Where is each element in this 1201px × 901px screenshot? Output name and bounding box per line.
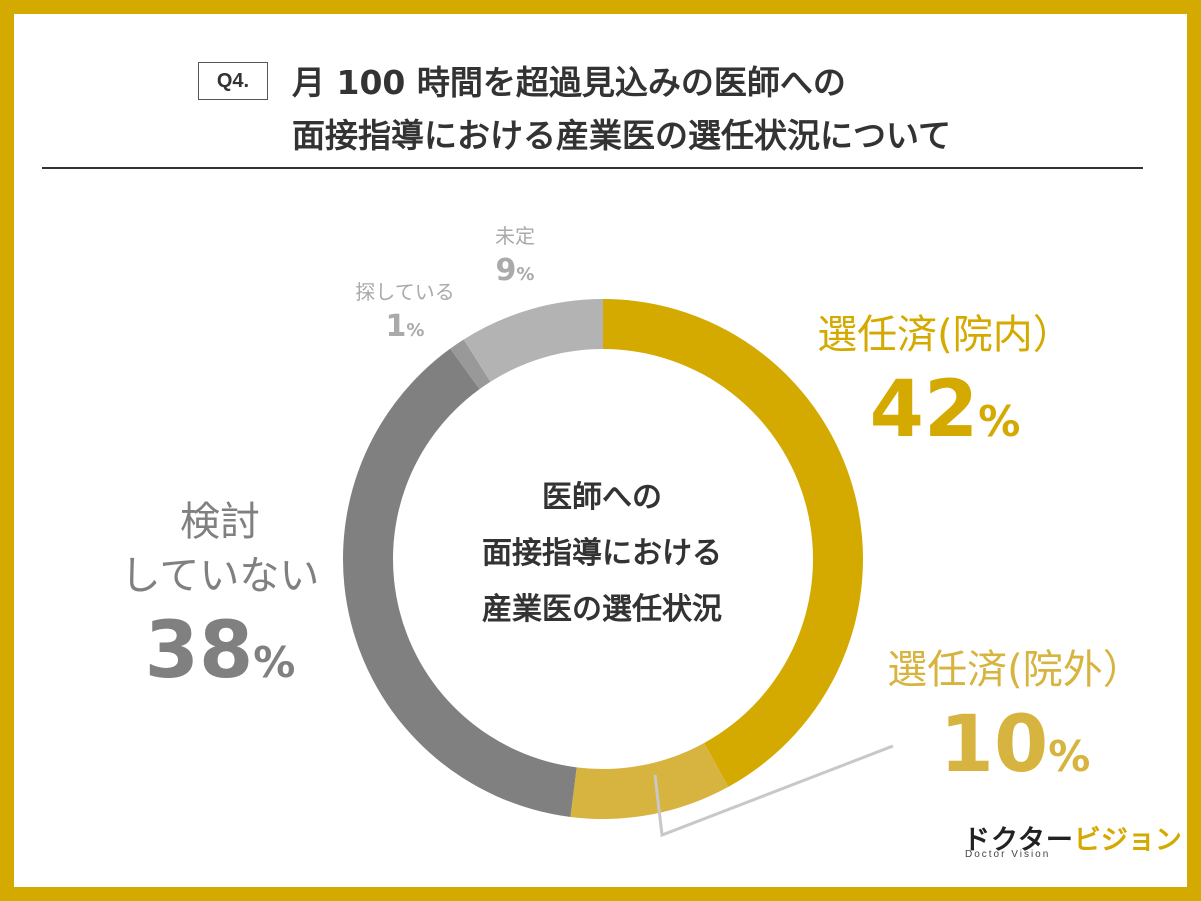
slice-not-considering [343, 348, 577, 817]
pct-not-considering: % [253, 638, 296, 687]
chart-panel [14, 14, 1187, 887]
label-in-house-value: 42% [780, 365, 1110, 476]
label-outside-name: 選任済(院外） [887, 647, 1143, 693]
value-not-considering: 38 [144, 606, 254, 696]
center-line-1: 医師への [542, 480, 662, 515]
title-divider [42, 167, 1143, 169]
donut-center-label: 医師への 面接指導における 産業医の選任状況 [452, 470, 752, 638]
label-not-considering-line1: 検討 [180, 499, 260, 545]
slice-outside [570, 743, 729, 819]
pct-outside: % [1048, 732, 1091, 781]
label-undecided: 未定 9% [470, 222, 560, 296]
value-outside: 10 [939, 700, 1049, 790]
logo-subtext: Doctor Vision [965, 849, 1051, 860]
label-searching-value: 1% [330, 306, 480, 352]
label-searching: 探している 1% [330, 278, 480, 352]
slice-searching [450, 339, 491, 390]
slice-undecided [463, 299, 603, 382]
logo-accent-text: ビジョン [1073, 825, 1182, 855]
label-outside: 選任済(院外） 10% [850, 640, 1180, 811]
leader-line-outside [653, 744, 894, 838]
value-undecided: 9 [495, 253, 517, 288]
value-searching: 1 [385, 309, 407, 344]
question-tag: Q4. [198, 62, 268, 100]
label-outside-value: 10% [850, 700, 1180, 811]
chart-title: 月 100 時間を超過見込みの医師への 面接指導における産業医の選任状況について [292, 56, 1132, 162]
title-line-1: 月 100 時間を超過見込みの医師への [292, 63, 846, 102]
label-in-house: 選任済(院内） 42% [780, 305, 1110, 476]
label-undecided-value: 9% [470, 250, 560, 296]
center-line-3: 産業医の選任状況 [482, 592, 722, 627]
label-not-considering: 検討 していない 38% [95, 495, 345, 720]
label-not-considering-value: 38% [95, 603, 345, 720]
title-line-2: 面接指導における産業医の選任状況について [292, 116, 952, 155]
value-in-house: 42 [869, 365, 979, 455]
label-searching-name: 探している [355, 280, 455, 304]
pct-searching: % [406, 320, 425, 341]
label-in-house-name: 選任済(院内） [817, 312, 1073, 358]
label-undecided-name: 未定 [495, 224, 535, 248]
center-line-2: 面接指導における [482, 536, 722, 571]
logo-main-text: ドクター [963, 825, 1074, 855]
slice-in-house [603, 299, 863, 787]
pct-undecided: % [516, 264, 535, 285]
pct-in-house: % [978, 397, 1021, 446]
doctor-vision-logo: ドクタービジョン Doctor Vision [963, 818, 1182, 860]
label-not-considering-line2: していない [120, 553, 320, 599]
